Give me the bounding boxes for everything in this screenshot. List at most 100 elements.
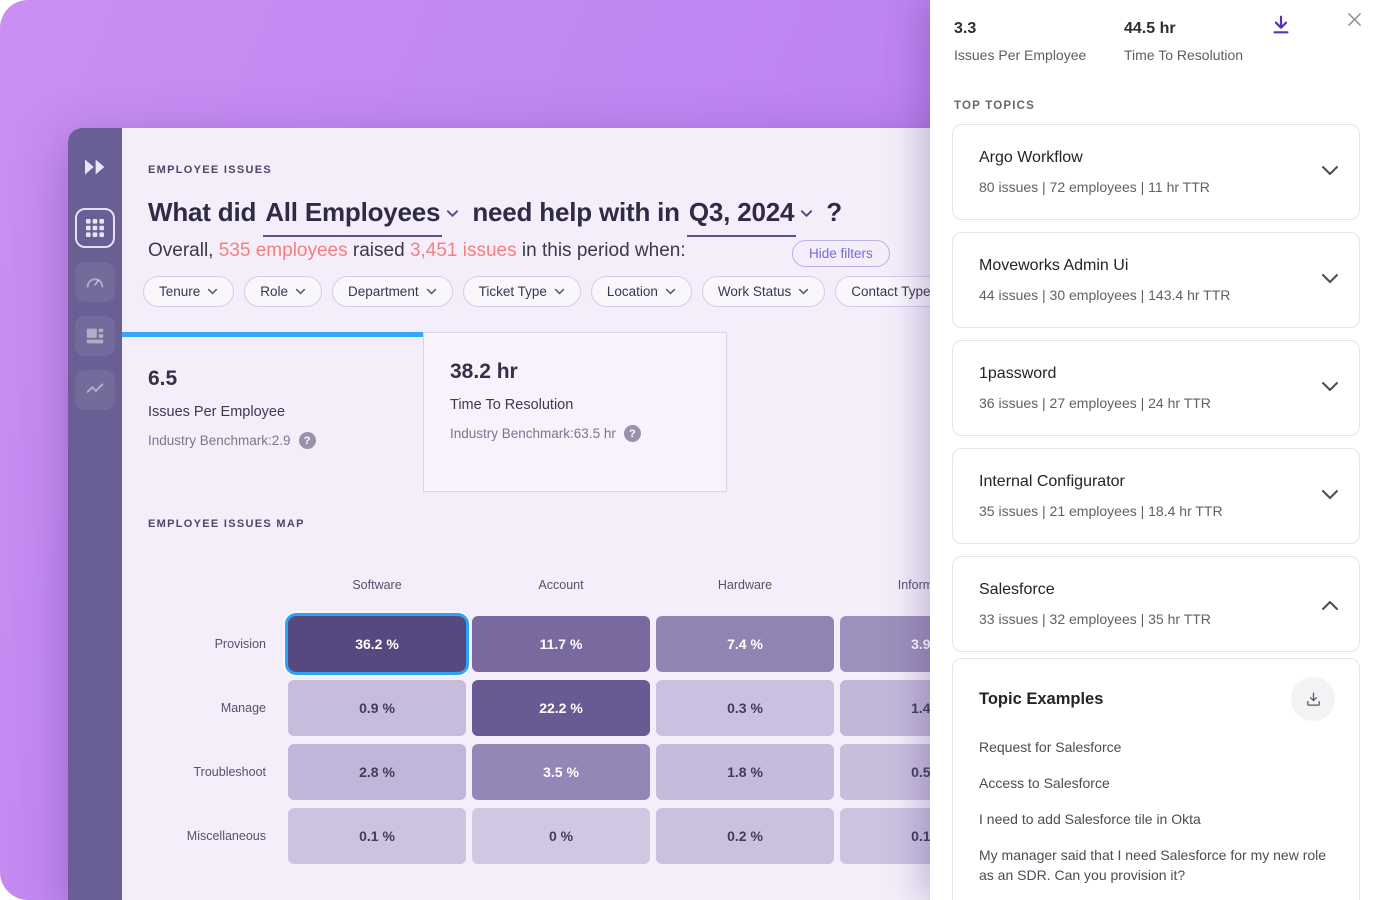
heatmap-cell[interactable]: 2.8 % — [288, 744, 466, 800]
row-label: Provision — [214, 637, 266, 651]
metric-card-time-to-resolution[interactable]: 38.2 hr Time To Resolution Industry Benc… — [423, 332, 727, 492]
chevron-down-icon[interactable] — [1321, 487, 1339, 505]
topic-example[interactable]: My manager said that I need Salesforce f… — [979, 847, 1327, 883]
heatmap-row: Miscellaneous 0.1 % 0 % 0.2 % 0.1 % — [122, 808, 1018, 864]
benchmark-text: Industry Benchmark:2.9 — [148, 433, 291, 448]
topic-name: Moveworks Admin Ui — [979, 257, 1129, 274]
chevron-down-icon — [799, 288, 809, 295]
close-panel-button[interactable] — [1343, 8, 1366, 34]
topic-example[interactable]: I need to add Salesforce tile in Okta — [979, 811, 1201, 827]
summary-text: raised — [352, 240, 405, 261]
chevron-down-icon — [426, 288, 436, 295]
filter-role[interactable]: Role — [244, 276, 323, 307]
filter-department[interactable]: Department — [332, 276, 453, 307]
title-prefix: What did — [148, 197, 257, 227]
topic-name: Internal Configurator — [979, 473, 1125, 490]
heatmap-cell[interactable]: 7.4 % — [656, 616, 834, 672]
topic-card-argo-workflow[interactable]: Argo Workflow 80 issues | 72 employees |… — [952, 124, 1360, 220]
chevron-down-icon[interactable] — [1321, 271, 1339, 289]
benchmark-row: Industry Benchmark:2.9 ? — [148, 432, 423, 449]
stat-value: 44.5 hr — [1124, 20, 1176, 37]
topic-name: 1password — [979, 365, 1057, 382]
top-topics-label: TOP TOPICS — [954, 100, 1036, 112]
filter-bar: Tenure Role Department Ticket Type Locat… — [143, 276, 965, 307]
topic-meta: 35 issues | 21 employees | 18.4 hr TTR — [979, 503, 1223, 519]
title-suffix: ? — [826, 197, 842, 227]
topic-name: Salesforce — [979, 581, 1055, 598]
chevron-down-icon — [208, 288, 218, 295]
filter-ticket-type[interactable]: Ticket Type — [462, 276, 581, 307]
grid-icon — [86, 219, 104, 237]
chevron-up-icon[interactable] — [1321, 595, 1339, 613]
topic-example[interactable]: Access to Salesforce — [979, 775, 1110, 791]
heatmap-row: Troubleshoot 2.8 % 3.5 % 1.8 % 0.5 % — [122, 744, 1018, 800]
topic-examples-title: Topic Examples — [979, 689, 1104, 708]
row-label: Manage — [220, 701, 266, 715]
heatmap-cell[interactable]: 0.9 % — [288, 680, 466, 736]
summary-text: in this period when: — [521, 240, 686, 261]
stat-time-to-resolution: 44.5 hr Time To Resolution — [1124, 20, 1294, 63]
download-icon — [1306, 691, 1320, 706]
metric-card-issues-per-employee[interactable]: 6.5 Issues Per Employee Industry Benchma… — [122, 332, 423, 492]
benchmark-row: Industry Benchmark:63.5 hr ? — [450, 425, 726, 442]
stat-value: 3.3 — [954, 20, 977, 37]
layout-icon — [86, 328, 104, 344]
topic-card-salesforce[interactable]: Salesforce 33 issues | 32 employees | 35… — [952, 556, 1360, 652]
topic-example[interactable]: Request for Salesforce — [979, 739, 1122, 755]
column-header: Hardware — [717, 578, 773, 592]
employee-selector-dropdown[interactable]: All Employees — [263, 197, 443, 237]
filter-work-status[interactable]: Work Status — [701, 276, 826, 307]
download-button[interactable] — [1266, 10, 1296, 43]
metric-value: 38.2 hr — [450, 360, 518, 383]
topic-meta: 36 issues | 27 employees | 24 hr TTR — [979, 395, 1211, 411]
filter-location[interactable]: Location — [590, 276, 692, 307]
main-content: EMPLOYEE ISSUES What did All Employees n… — [122, 128, 1380, 900]
collapse-sidebar-icon[interactable] — [80, 152, 110, 182]
panel-stats: 3.3 Issues Per Employee 44.5 hr Time To … — [930, 0, 1380, 63]
filter-tenure[interactable]: Tenure — [143, 276, 235, 307]
heatmap-cell[interactable]: 0 % — [472, 808, 650, 864]
page-title: What did All Employees need help with in… — [148, 194, 842, 237]
column-header: Account — [538, 578, 584, 592]
heatmap-row: Manage 0.9 % 22.2 % 0.3 % 1.4 % — [122, 680, 1018, 736]
section-label: EMPLOYEE ISSUES — [148, 164, 273, 176]
gauge-icon — [86, 278, 104, 288]
download-examples-button[interactable] — [1291, 677, 1335, 721]
heatmap-title: EMPLOYEE ISSUES MAP — [148, 518, 305, 530]
sidebar-item-gauge[interactable] — [75, 262, 115, 302]
topic-card-1password[interactable]: 1password 36 issues | 27 employees | 24 … — [952, 340, 1360, 436]
chevron-down-icon[interactable] — [1321, 163, 1339, 181]
row-label: Troubleshoot — [193, 765, 267, 779]
hide-filters-button[interactable]: Hide filters — [792, 240, 890, 267]
chevron-down-icon[interactable] — [446, 194, 459, 225]
topic-details-panel: 3.3 Issues Per Employee 44.5 hr Time To … — [930, 0, 1380, 900]
sidebar-item-trends[interactable] — [75, 370, 115, 410]
sidebar — [68, 128, 122, 900]
sidebar-item-layout[interactable] — [75, 316, 115, 356]
help-icon[interactable]: ? — [623, 425, 641, 442]
topic-name: Argo Workflow — [979, 149, 1083, 166]
title-middle: need help with in — [472, 197, 680, 227]
heatmap-cell[interactable]: 0.2 % — [656, 808, 834, 864]
metric-label: Time To Resolution — [450, 397, 574, 413]
heatmap-cell[interactable]: 3.5 % — [472, 744, 650, 800]
chevron-down-icon[interactable] — [800, 194, 813, 225]
topic-meta: 80 issues | 72 employees | 11 hr TTR — [979, 179, 1210, 195]
sidebar-item-grid-dashboard[interactable] — [75, 208, 115, 248]
period-selector-dropdown[interactable]: Q3, 2024 — [686, 197, 797, 237]
topic-card-internal-configurator[interactable]: Internal Configurator 35 issues | 21 emp… — [952, 448, 1360, 544]
heatmap-cell[interactable]: 1.8 % — [656, 744, 834, 800]
employee-issues-heatmap: Software Account Hardware Information Pr… — [122, 578, 1018, 872]
heatmap-cell[interactable]: 36.2 % — [288, 616, 466, 672]
help-icon[interactable]: ? — [298, 432, 316, 449]
heatmap-cell[interactable]: 22.2 % — [472, 680, 650, 736]
heatmap-cell[interactable]: 0.1 % — [288, 808, 466, 864]
heatmap-cell[interactable]: 0.3 % — [656, 680, 834, 736]
chevron-down-icon[interactable] — [1321, 379, 1339, 397]
employee-count: 535 employees — [218, 240, 348, 261]
topic-card-moveworks-admin-ui[interactable]: Moveworks Admin Ui 44 issues | 30 employ… — [952, 232, 1360, 328]
download-icon — [1273, 15, 1289, 34]
metric-value: 6.5 — [148, 367, 178, 390]
heatmap-cell[interactable]: 11.7 % — [472, 616, 650, 672]
